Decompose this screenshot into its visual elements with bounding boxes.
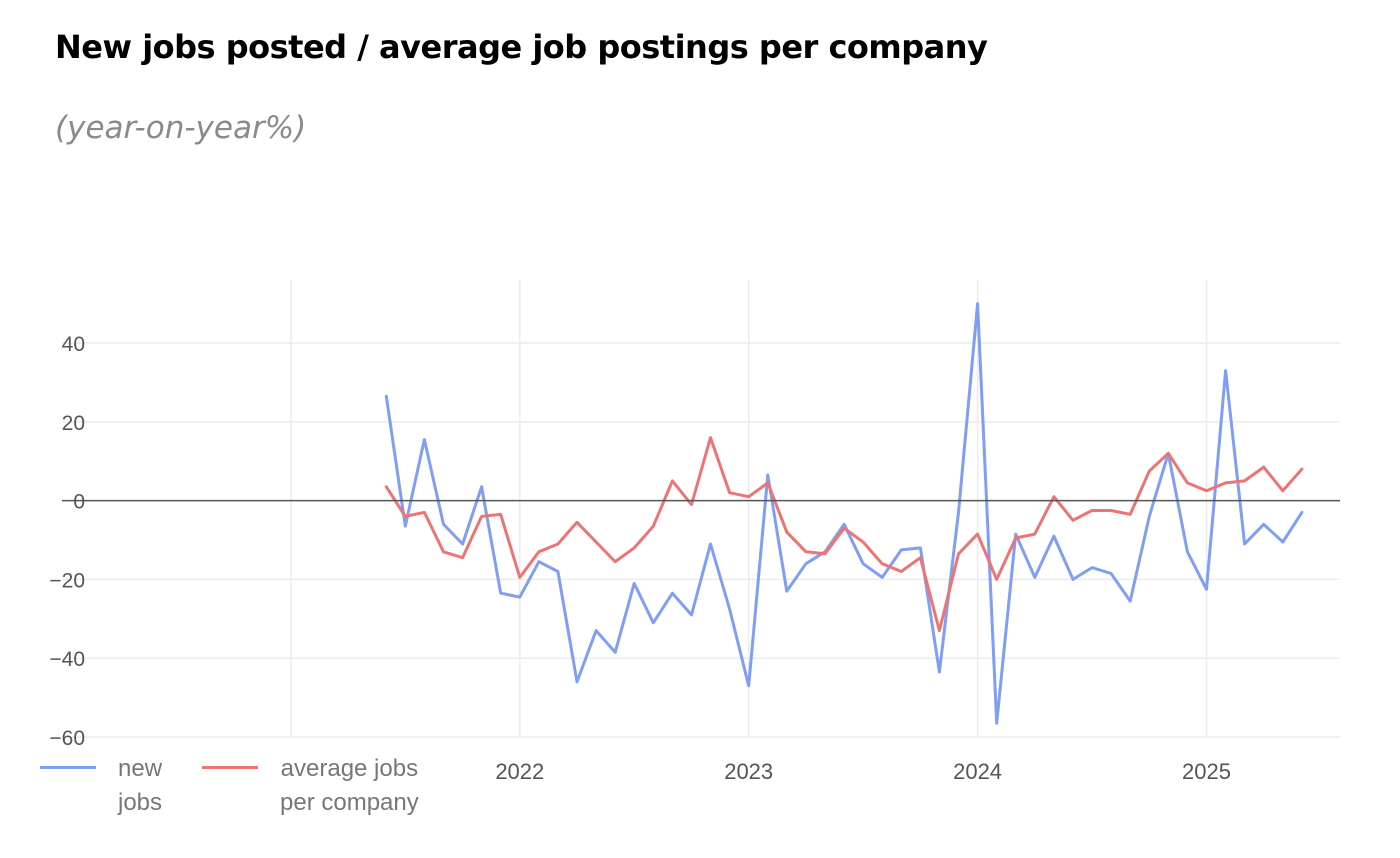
chart-subtitle: (year-on-year%): [55, 110, 307, 146]
legend-label-line: jobs: [118, 789, 163, 816]
x-tick-label: 2024: [953, 759, 1002, 784]
x-tick-label: 2023: [724, 759, 773, 784]
series-line-average-jobs-per-company: [384, 436, 1304, 633]
legend-label-new-jobs: new jobs: [118, 752, 162, 820]
legend: new jobs average jobs per company: [40, 752, 460, 832]
legend-label-line: per company: [280, 789, 419, 816]
x-tick-label: 2022: [495, 759, 544, 784]
legend-label-line: average jobs: [280, 755, 419, 782]
legend-swatch-new-jobs: [40, 766, 96, 769]
legend-label-average-jobs: average jobs per company: [280, 752, 419, 820]
legend-item-average-jobs[interactable]: average jobs per company: [202, 752, 419, 820]
y-tick-label: 40: [62, 333, 85, 356]
y-tick-label: −60: [49, 727, 85, 750]
y-tick-label: 0: [73, 491, 85, 514]
y-tick-label: −20: [49, 569, 85, 592]
legend-swatch-average-jobs: [202, 766, 258, 769]
grid-layer: [62, 280, 1340, 738]
series-line-new-jobs: [384, 302, 1304, 725]
x-tick-label: 2025: [1182, 759, 1231, 784]
legend-item-new-jobs[interactable]: new jobs: [40, 752, 162, 820]
chart-title: New jobs posted / average job postings p…: [55, 28, 988, 66]
y-tick-label: 20: [62, 412, 85, 435]
axis-layer: 40 20 0 −20 −40 −60 2022 2023 2024 2025: [49, 333, 1340, 784]
series-layer: [384, 302, 1304, 725]
legend-label-line: new: [118, 755, 163, 782]
y-tick-label: −40: [49, 648, 85, 671]
